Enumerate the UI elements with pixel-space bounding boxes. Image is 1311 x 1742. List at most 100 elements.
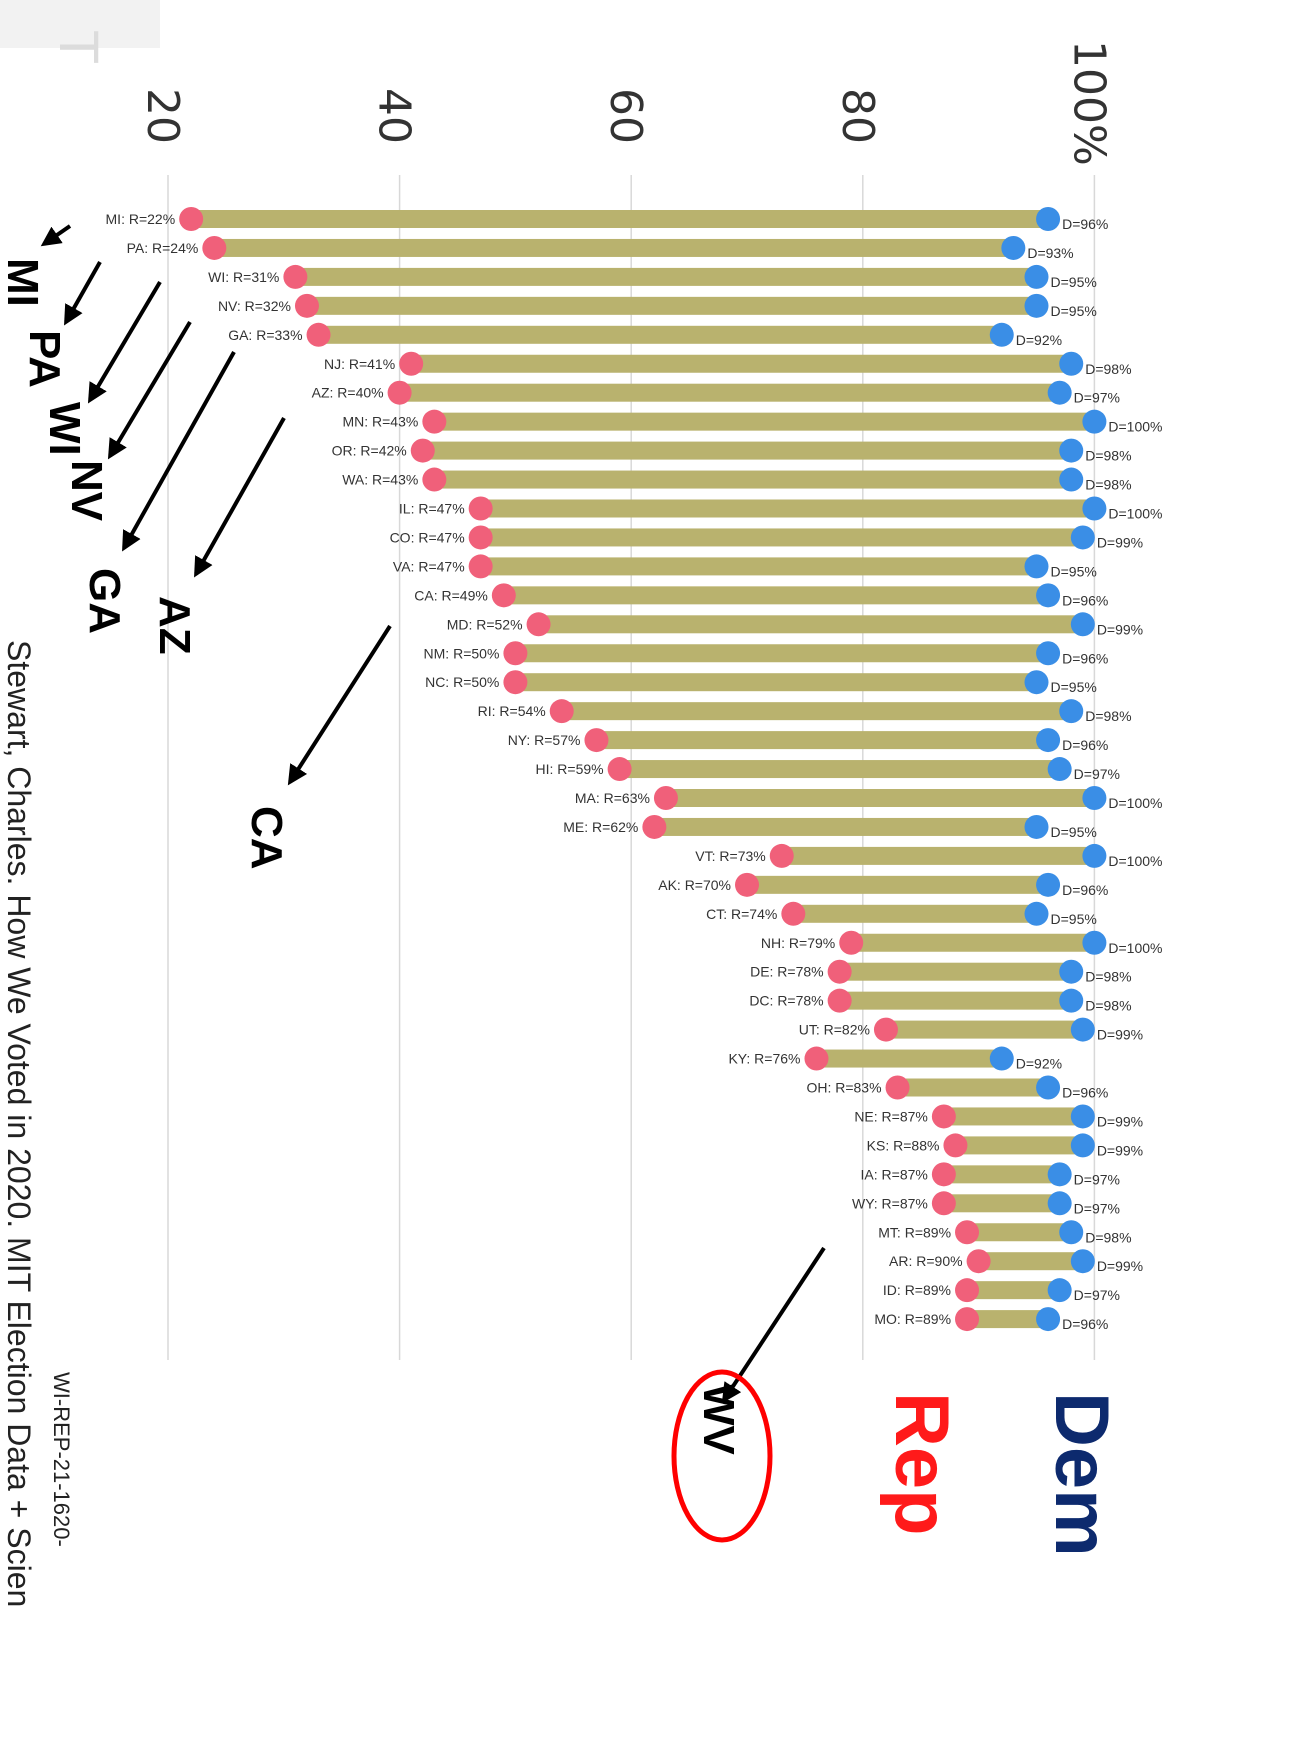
annotation-arrow xyxy=(721,1246,826,1404)
rep-data-label: AZ: R=40% xyxy=(312,385,384,401)
document-id: WI-REP-21-1620- xyxy=(49,1372,74,1547)
rep-data-label: KY: R=76% xyxy=(728,1051,800,1067)
rep-point xyxy=(804,1046,829,1071)
bar-co xyxy=(480,528,1083,547)
rep-point xyxy=(781,901,806,926)
bar-hi xyxy=(619,760,1060,779)
dem-point xyxy=(1070,1017,1095,1042)
rep-data-label: ME: R=62% xyxy=(563,819,638,835)
dem-data-label: D=99% xyxy=(1097,621,1143,637)
rep-point xyxy=(966,1249,991,1274)
bar-ak xyxy=(747,875,1049,894)
rep-point xyxy=(827,988,852,1013)
dem-data-label: D=98% xyxy=(1085,969,1131,985)
dem-point xyxy=(1059,1220,1084,1245)
dem-data-label: D=96% xyxy=(1062,1085,1108,1101)
dem-point xyxy=(1070,1133,1095,1158)
rep-data-label: KS: R=88% xyxy=(867,1137,940,1153)
annotation-label-wv: WV xyxy=(694,1384,743,1456)
dem-point xyxy=(1036,1307,1061,1332)
dem-point xyxy=(1070,525,1095,550)
dem-point xyxy=(1082,930,1107,955)
rep-data-label: MN: R=43% xyxy=(342,414,418,430)
dem-point xyxy=(1082,843,1107,868)
bar-oh xyxy=(897,1078,1049,1097)
dem-data-label: D=98% xyxy=(1085,361,1131,377)
annotation-arrow xyxy=(122,351,236,552)
annotation-arrow xyxy=(87,280,162,404)
bar-nm xyxy=(515,644,1049,663)
bar-id xyxy=(967,1281,1060,1300)
bar-va xyxy=(480,557,1037,576)
dem-point xyxy=(1070,612,1095,637)
rep-data-label: ID: R=89% xyxy=(883,1282,951,1298)
dem-point xyxy=(989,1046,1014,1071)
rep-data-label: IA: R=87% xyxy=(861,1166,928,1182)
bar-ca xyxy=(503,586,1049,605)
rep-data-label: WA: R=43% xyxy=(342,472,418,488)
annotation-label-mi: MI xyxy=(0,258,47,307)
dem-data-label: D=97% xyxy=(1074,1171,1120,1187)
annotation-arrow xyxy=(107,320,192,460)
bar-pa xyxy=(214,238,1014,257)
dem-point xyxy=(1036,1075,1061,1100)
dem-data-label: D=93% xyxy=(1027,245,1073,261)
rep-point xyxy=(399,351,424,376)
axis-tick-label: 100% xyxy=(1063,40,1114,166)
rep-point xyxy=(410,438,435,463)
rep-data-label: RI: R=54% xyxy=(478,703,546,719)
dem-data-label: D=97% xyxy=(1074,1200,1120,1216)
rep-data-label: NM: R=50% xyxy=(424,645,500,661)
annotation-label-az: AZ xyxy=(150,596,199,655)
rep-point xyxy=(827,959,852,984)
legend-dem: Dem xyxy=(1039,1392,1124,1557)
dem-point xyxy=(1001,235,1026,260)
rep-point xyxy=(306,322,331,347)
rep-data-label: AK: R=70% xyxy=(658,877,731,893)
legend-rep: Rep xyxy=(879,1392,964,1536)
rep-data-label: OH: R=83% xyxy=(806,1080,881,1096)
dem-data-label: D=97% xyxy=(1074,1287,1120,1303)
highlight-circle xyxy=(671,1369,773,1543)
axis-tick-label: 60 xyxy=(600,88,651,144)
dem-data-label: D=95% xyxy=(1051,303,1097,319)
dem-data-label: D=98% xyxy=(1085,448,1131,464)
rep-point xyxy=(769,843,794,868)
bar-mt xyxy=(967,1223,1072,1242)
dem-data-label: D=99% xyxy=(1097,534,1143,550)
dem-point xyxy=(1047,1191,1072,1216)
dem-point xyxy=(1024,264,1049,289)
bar-ia xyxy=(943,1165,1060,1184)
dem-point xyxy=(1024,293,1049,318)
corner-mark: T xyxy=(0,0,160,64)
dem-data-label: D=97% xyxy=(1074,766,1120,782)
bar-wa xyxy=(434,470,1072,489)
rep-data-label: CO: R=47% xyxy=(390,529,465,545)
dem-point xyxy=(1036,583,1061,608)
annotation-label-pa: PA xyxy=(20,330,69,388)
annotation-arrow xyxy=(40,224,72,247)
dem-data-label: D=92% xyxy=(1016,332,1062,348)
rep-data-label: MI: R=22% xyxy=(106,211,176,227)
bar-ks xyxy=(955,1136,1083,1155)
dem-data-label: D=100% xyxy=(1108,795,1162,811)
rep-point xyxy=(955,1307,980,1332)
rep-data-label: GA: R=33% xyxy=(228,327,302,343)
dem-point xyxy=(1036,641,1061,666)
rep-point xyxy=(503,670,528,695)
dem-data-label: D=95% xyxy=(1051,274,1097,290)
dem-data-label: D=97% xyxy=(1074,390,1120,406)
rep-point xyxy=(491,583,516,608)
dem-point xyxy=(1047,1162,1072,1187)
rep-point xyxy=(468,525,493,550)
rep-point xyxy=(607,757,632,782)
bar-ut xyxy=(885,1020,1083,1039)
rep-point xyxy=(653,786,678,810)
rep-data-label: PA: R=24% xyxy=(127,240,199,256)
dem-point xyxy=(1082,496,1107,521)
rep-point xyxy=(873,1017,898,1042)
dem-data-label: D=96% xyxy=(1062,1316,1108,1332)
rep-data-label: MA: R=63% xyxy=(575,790,650,806)
dem-data-label: D=100% xyxy=(1108,419,1162,435)
axis-tick-label: 80 xyxy=(832,88,883,144)
